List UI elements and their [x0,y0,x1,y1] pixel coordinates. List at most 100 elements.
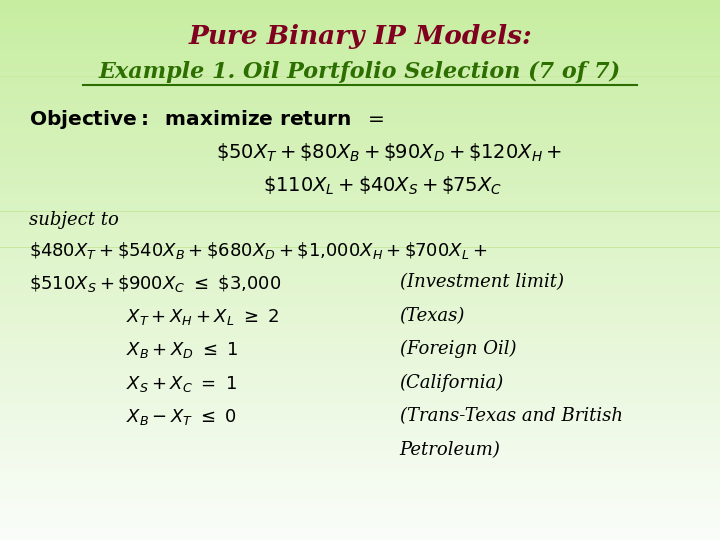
Text: $\$110X_L + \$40X_S + \$75X_C$: $\$110X_L + \$40X_S + \$75X_C$ [263,175,502,197]
Bar [0,342,720,347]
Bar [0,202,720,207]
Bar [0,266,720,270]
Bar [0,378,720,382]
Bar [0,459,720,463]
Bar [0,198,720,202]
Bar [0,162,720,166]
Bar [0,504,720,509]
Bar [0,401,720,405]
Bar [0,27,720,31]
Bar [0,446,720,450]
Bar [0,54,720,58]
Bar [0,220,720,225]
Bar [0,18,720,23]
Bar [0,144,720,148]
Text: $X_B + X_D\ \leq\ 1$: $X_B + X_D\ \leq\ 1$ [126,340,238,360]
Bar [0,360,720,364]
Bar [0,243,720,247]
Bar [0,216,720,220]
Bar [0,495,720,500]
Bar [0,108,720,112]
Bar [0,355,720,360]
Bar [0,536,720,540]
Bar [0,58,720,63]
Bar [0,351,720,355]
Bar [0,509,720,513]
Bar [0,306,720,310]
Bar [0,139,720,144]
Bar [0,490,720,495]
Bar [0,185,720,189]
Text: $\$510X_S + \$900X_C\ \leq\ \$3{,}000$: $\$510X_S + \$900X_C\ \leq\ \$3{,}000$ [29,273,282,294]
Bar [0,347,720,351]
Text: (Investment limit): (Investment limit) [400,273,564,291]
Bar [0,153,720,158]
Bar [0,374,720,378]
Bar [0,176,720,180]
Bar [0,463,720,468]
Bar [0,225,720,229]
Bar [0,320,720,324]
Bar [0,171,720,176]
Bar [0,72,720,77]
Bar [0,94,720,99]
Bar [0,297,720,301]
Bar [0,301,720,306]
Bar [0,256,720,261]
Bar [0,212,720,216]
Bar [0,522,720,526]
Bar [0,270,720,274]
Bar [0,77,720,81]
Bar [0,68,720,72]
Bar [0,310,720,315]
Bar [0,166,720,171]
Bar [0,517,720,522]
Bar [0,148,720,153]
Bar [0,364,720,369]
Bar [0,36,720,40]
Bar [0,328,720,333]
Bar [0,158,720,162]
Bar [0,450,720,455]
Bar [0,31,720,36]
Bar [0,23,720,27]
Bar [0,436,720,441]
Bar [0,468,720,472]
Bar [0,414,720,418]
Text: Pure Binary IP Models:: Pure Binary IP Models: [188,24,532,49]
Bar [0,423,720,428]
Bar [0,9,720,14]
Bar [0,418,720,423]
Bar [0,4,720,9]
Bar [0,135,720,139]
Text: $X_S + X_C\ =\ 1$: $X_S + X_C\ =\ 1$ [126,374,237,394]
Bar [0,234,720,239]
Text: $\$480X_T + \$540X_B + \$680X_D + \$1{,}000X_H + \$700X_L +$: $\$480X_T + \$540X_B + \$680X_D + \$1{,}… [29,240,487,261]
Bar [0,482,720,486]
Bar [0,126,720,131]
Bar [0,315,720,320]
Bar [0,63,720,68]
Bar [0,392,720,396]
Bar [0,284,720,288]
Bar [0,513,720,517]
Bar [0,441,720,445]
Bar [0,261,720,266]
Text: (California): (California) [400,374,504,392]
Bar [0,288,720,293]
Text: Example 1. Oil Portfolio Selection (7 of 7): Example 1. Oil Portfolio Selection (7 of… [99,60,621,83]
Bar [0,117,720,122]
Bar [0,230,720,234]
Bar [0,81,720,85]
Text: $X_T + X_H + X_L\ \geq\ 2$: $X_T + X_H + X_L\ \geq\ 2$ [126,307,279,327]
Bar [0,369,720,374]
Text: (Texas): (Texas) [400,307,465,325]
Bar [0,0,720,4]
Bar [0,486,720,490]
Bar [0,405,720,409]
Bar [0,189,720,193]
Bar [0,409,720,414]
Text: subject to: subject to [29,211,119,228]
Bar [0,324,720,328]
Bar [0,472,720,477]
